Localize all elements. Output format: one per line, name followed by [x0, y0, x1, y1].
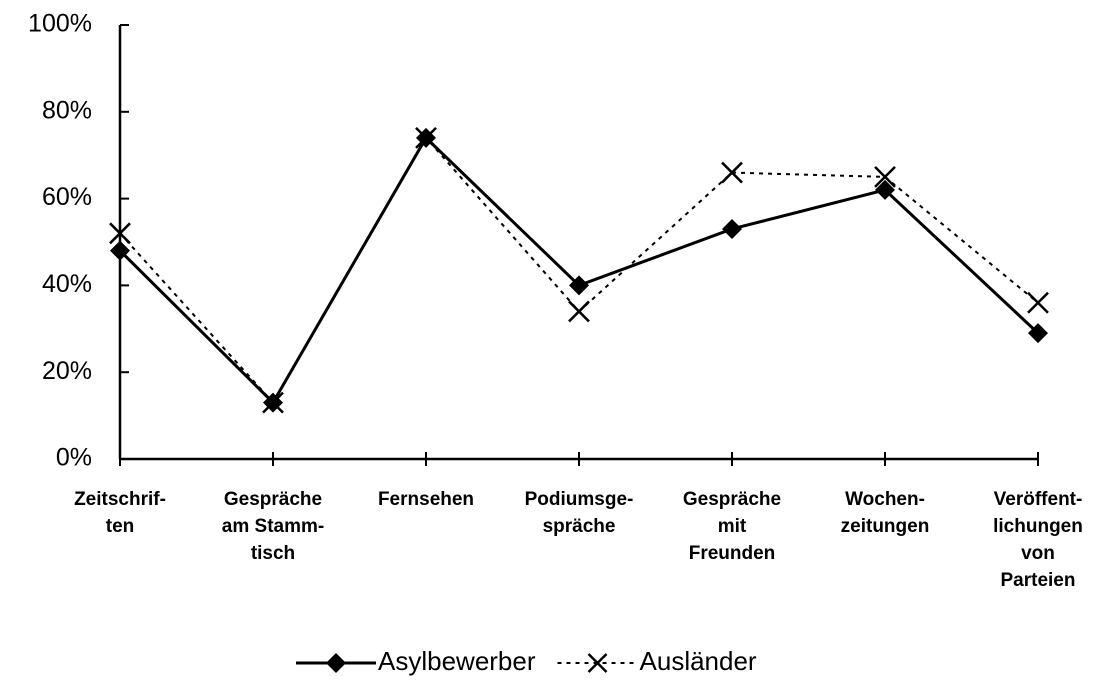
- legend-label: Asylbewerber: [378, 646, 536, 676]
- point: [1028, 323, 1048, 344]
- x-tick-label: Zeitschrif-ten: [74, 489, 166, 537]
- point: [721, 161, 743, 184]
- point: [875, 179, 895, 200]
- y-tick-label: 60%: [42, 183, 92, 211]
- point: [109, 222, 131, 245]
- x-tick-label: Fernsehen: [378, 489, 474, 510]
- point: [569, 275, 589, 296]
- y-tick-label: 80%: [42, 96, 92, 124]
- x-tick-label: Podiumsge-spräche: [525, 489, 634, 537]
- y-tick-label: 100%: [28, 10, 92, 38]
- x-tick-label: Wochen-zeitungen: [841, 489, 930, 537]
- legend-label: Ausländer: [640, 646, 757, 676]
- y-tick-label: 40%: [42, 270, 92, 298]
- point: [416, 127, 436, 148]
- point: [1027, 291, 1049, 314]
- legend-marker: [326, 653, 346, 673]
- legend-marker: [587, 653, 608, 673]
- x-tick-label: Gespräche am Stamm-tisch: [222, 489, 324, 564]
- x-tick-label: Veröffent-lichungen von Parteien: [993, 489, 1083, 591]
- point: [874, 166, 896, 188]
- y-tick-label: 0%: [56, 444, 92, 472]
- point: [110, 240, 130, 261]
- series-line: [119, 136, 1039, 405]
- series-line: [118, 135, 1040, 406]
- y-tick-label: 20%: [42, 357, 92, 385]
- point: [568, 300, 590, 323]
- point: [722, 218, 742, 239]
- x-tick-label: Gespräche mit Freunden: [683, 489, 781, 564]
- point: [263, 392, 283, 413]
